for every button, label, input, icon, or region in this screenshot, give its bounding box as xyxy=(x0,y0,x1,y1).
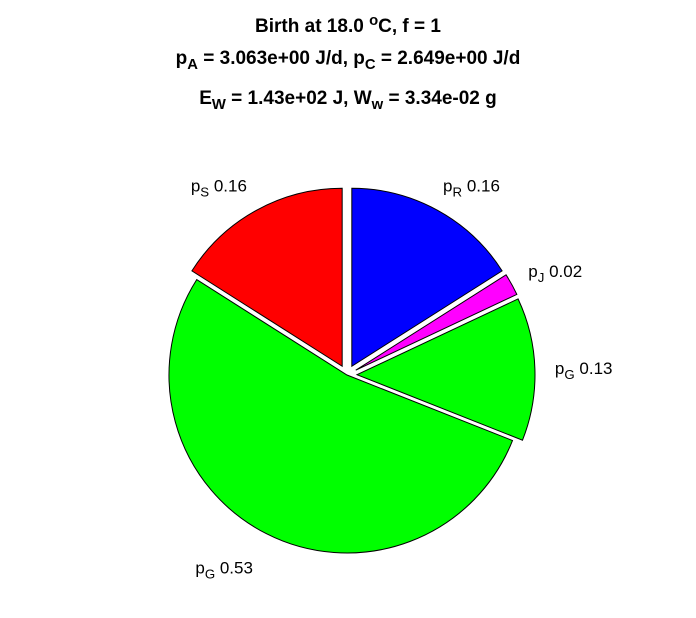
slice-label-3-part-0: p xyxy=(195,558,204,577)
title-line-2-part-2: = 3.063e+00 J/d, p xyxy=(198,48,365,69)
slice-label-2-part-0: p xyxy=(555,359,564,378)
slice-label-4: pS 0.16 xyxy=(191,177,247,200)
slice-label-4-part-0: p xyxy=(191,177,200,196)
slice-label-1-part-1: J xyxy=(538,269,545,284)
slice-label-3-part-1: G xyxy=(205,566,215,581)
title-line-3-part-0: E xyxy=(199,88,212,109)
chart-title: Birth at 18.0 oC, f = 1 pA = 3.063e+00 J/… xyxy=(176,13,521,113)
title-line-2-part-4: = 2.649e+00 J/d xyxy=(376,48,521,69)
slice-label-4-part-2: 0.16 xyxy=(209,177,247,196)
slice-label-3: pG 0.53 xyxy=(195,558,253,581)
slice-label-0-part-0: p xyxy=(443,177,452,196)
title-line-3-part-2: = 1.43e+02 J, W xyxy=(226,88,372,109)
pie-slice-pG-3 xyxy=(168,278,514,554)
slice-label-2: pG 0.13 xyxy=(555,359,613,382)
pie-slice-pS-4 xyxy=(191,187,343,368)
title-line-2-part-1: A xyxy=(187,57,198,73)
title-line-3-part-4: = 3.34e-02 g xyxy=(383,88,497,109)
title-line-1-part-0: Birth at 18.0 xyxy=(255,16,369,37)
title-line-1: Birth at 18.0 oC, f = 1 xyxy=(255,13,441,37)
title-line-3: EW = 1.43e+02 J, Ww = 3.34e-02 g xyxy=(199,88,497,113)
title-line-2-part-3: C xyxy=(365,57,376,73)
slice-label-0-part-1: R xyxy=(453,184,463,199)
pie-slice-pR-0 xyxy=(351,187,503,368)
title-line-3-part-1: W xyxy=(212,97,226,113)
slice-label-3-part-2: 0.53 xyxy=(215,558,253,577)
pie-slices xyxy=(168,187,536,554)
title-line-2: pA = 3.063e+00 J/d, pC = 2.649e+00 J/d xyxy=(176,48,521,73)
slice-label-0: pR 0.16 xyxy=(443,177,500,200)
title-line-1-part-2: C, f = 1 xyxy=(378,16,441,37)
slice-label-2-part-1: G xyxy=(564,367,574,382)
pie-slice-pG-2 xyxy=(355,298,536,441)
slice-label-1-part-0: p xyxy=(528,262,537,281)
title-line-2-part-0: p xyxy=(176,48,188,69)
slice-label-2-part-2: 0.13 xyxy=(575,359,613,378)
slice-label-0-part-2: 0.16 xyxy=(462,177,500,196)
pie-slice-pJ-1 xyxy=(355,274,518,371)
slice-label-1-part-2: 0.02 xyxy=(544,262,582,281)
title-line-3-part-3: w xyxy=(371,97,384,113)
slice-label-4-part-1: S xyxy=(200,184,209,199)
slice-label-1: pJ 0.02 xyxy=(528,262,582,285)
title-line-1-part-1: o xyxy=(369,13,378,29)
